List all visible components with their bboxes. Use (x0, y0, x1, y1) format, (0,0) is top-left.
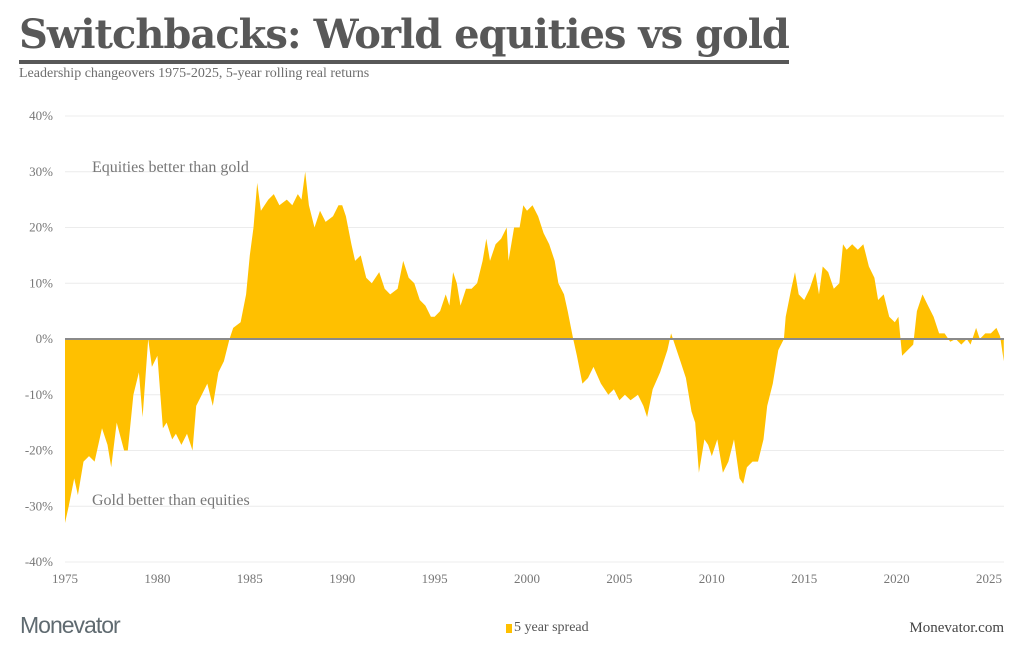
x-tick-label: 1985 (237, 571, 263, 586)
x-tick-label: 2005 (606, 571, 632, 586)
x-tick-label: 1995 (422, 571, 448, 586)
annotation-equities: Equities better than gold (92, 159, 249, 176)
y-tick-label: -40% (25, 554, 53, 569)
legend-swatch (506, 623, 512, 633)
monevator-logo: Monevator (20, 612, 121, 638)
x-tick-label: 1975 (52, 571, 78, 586)
x-tick-label: 2020 (884, 571, 910, 586)
y-tick-label: -20% (25, 443, 53, 458)
chart-title: Switchbacks: World equities vs gold (19, 10, 790, 64)
y-tick-label: 40% (29, 108, 53, 123)
legend-label: 5 year spread (514, 620, 589, 635)
x-tick-label: 2010 (699, 571, 725, 586)
x-tick-label: 1990 (329, 571, 355, 586)
y-tick-label: -10% (25, 387, 53, 402)
legend: 5 year spread (506, 620, 589, 636)
y-axis: 40% 30% 20% 10% 0% -10% -20% -30% -40% (25, 108, 53, 569)
y-tick-label: 0% (36, 331, 54, 346)
chart-subtitle: Leadership changeovers 1975-2025, 5-year… (19, 66, 370, 81)
area-5-year-spread (65, 171, 1004, 524)
x-tick-label: 2000 (514, 571, 540, 586)
y-tick-label: -30% (25, 498, 53, 513)
y-tick-label: 10% (29, 275, 53, 290)
y-tick-label: 20% (29, 220, 53, 235)
x-tick-label: 2025 (976, 571, 1002, 586)
x-axis: 1975 1980 1985 1990 1995 2000 2005 2010 2015 2020… (52, 571, 1002, 586)
x-tick-label: 2015 (791, 571, 817, 586)
annotation-gold: Gold better than equities (92, 492, 250, 509)
y-tick-label: 30% (29, 164, 53, 179)
site-url: Monevator.com (909, 620, 1004, 636)
x-tick-label: 1980 (144, 571, 170, 586)
